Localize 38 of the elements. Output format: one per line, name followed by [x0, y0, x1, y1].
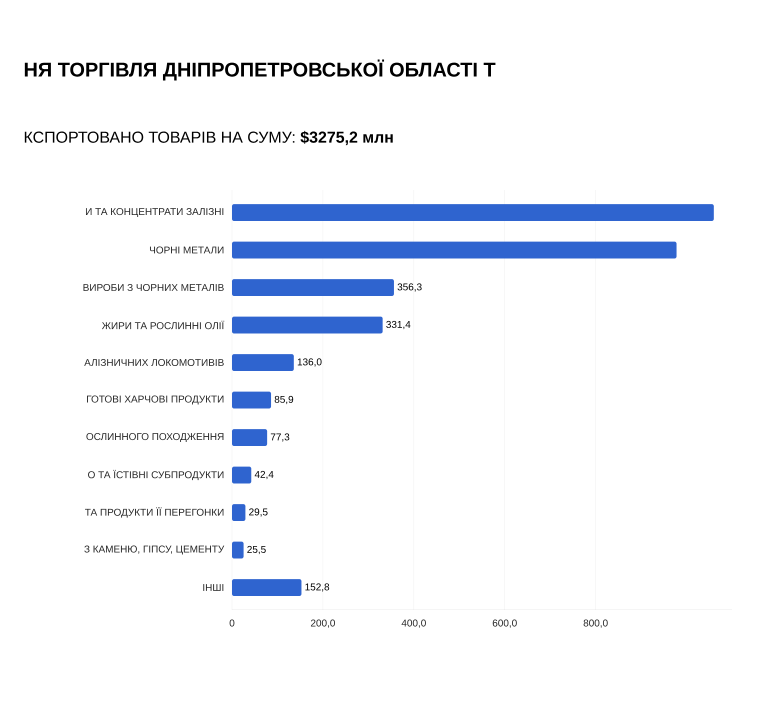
y-tick-label: О ТА ЇСТІВНІ СУБПРОДУКТИ	[88, 470, 224, 480]
bar	[232, 279, 394, 296]
y-tick-label: ЧОРНІ МЕТАЛИ	[150, 246, 224, 254]
chart-subtitle: КСПОРТОВАНО ТОВАРІВ НА СУМУ: $3275,2 млн	[24, 130, 393, 146]
bar	[232, 466, 252, 484]
x-tick-label: 200,0	[310, 620, 335, 628]
x-tick-label: 600,0	[492, 620, 517, 628]
x-tick-label: 400,0	[402, 620, 426, 628]
bar	[232, 204, 714, 221]
x-tick-label: 0	[230, 620, 234, 627]
bar	[232, 504, 246, 521]
bar	[232, 579, 302, 596]
y-tick-label: И ТА КОНЦЕНТРАТИ ЗАЛІЗНІ	[86, 208, 224, 217]
data-label: 25,5	[247, 546, 266, 554]
x-tick-label: 800,0	[584, 620, 608, 628]
data-label: 356,3	[398, 283, 422, 292]
bar	[232, 354, 294, 371]
data-label: 29,5	[249, 508, 268, 517]
chart-title: НЯ ТОРГІВЛЯ ДНІПРОПЕТРОВСЬКОЇ ОБЛАСТІ Т	[24, 60, 496, 80]
data-label: 331,4	[386, 320, 410, 330]
bar	[232, 242, 677, 258]
data-label: 42,4	[254, 470, 274, 480]
y-tick-label: ІНШІ	[203, 584, 224, 591]
y-tick-label: ВИРОБИ З ЧОРНИХ МЕТАЛІВ	[83, 284, 224, 292]
y-tick-label: ОСЛИННОГО ПОХОДЖЕННЯ	[86, 433, 224, 442]
data-label: 77,3	[270, 433, 290, 442]
y-tick-label: АЛІЗНИЧНИХ ЛОКОМОТИВІВ	[84, 358, 224, 366]
data-label: 152,8	[305, 583, 330, 592]
bar	[232, 542, 244, 558]
data-label: 136,0	[298, 358, 322, 367]
y-tick-label: ЖИРИ ТА РОСЛИННІ ОЛІЇ	[102, 320, 224, 330]
y-tick-label: ТА ПРОДУКТИ ЇЇ ПЕРЕГОНКИ	[85, 507, 224, 518]
y-tick-label: ГОТОВІ ХАРЧОВІ ПРОДУКТИ	[87, 396, 224, 404]
bar	[232, 429, 268, 446]
bar	[232, 392, 272, 408]
data-label: 85,9	[274, 396, 294, 404]
y-tick-label: З КАМЕНЮ, ГІПСУ, ЦЕМЕНТУ	[84, 546, 224, 554]
bar	[232, 316, 383, 334]
